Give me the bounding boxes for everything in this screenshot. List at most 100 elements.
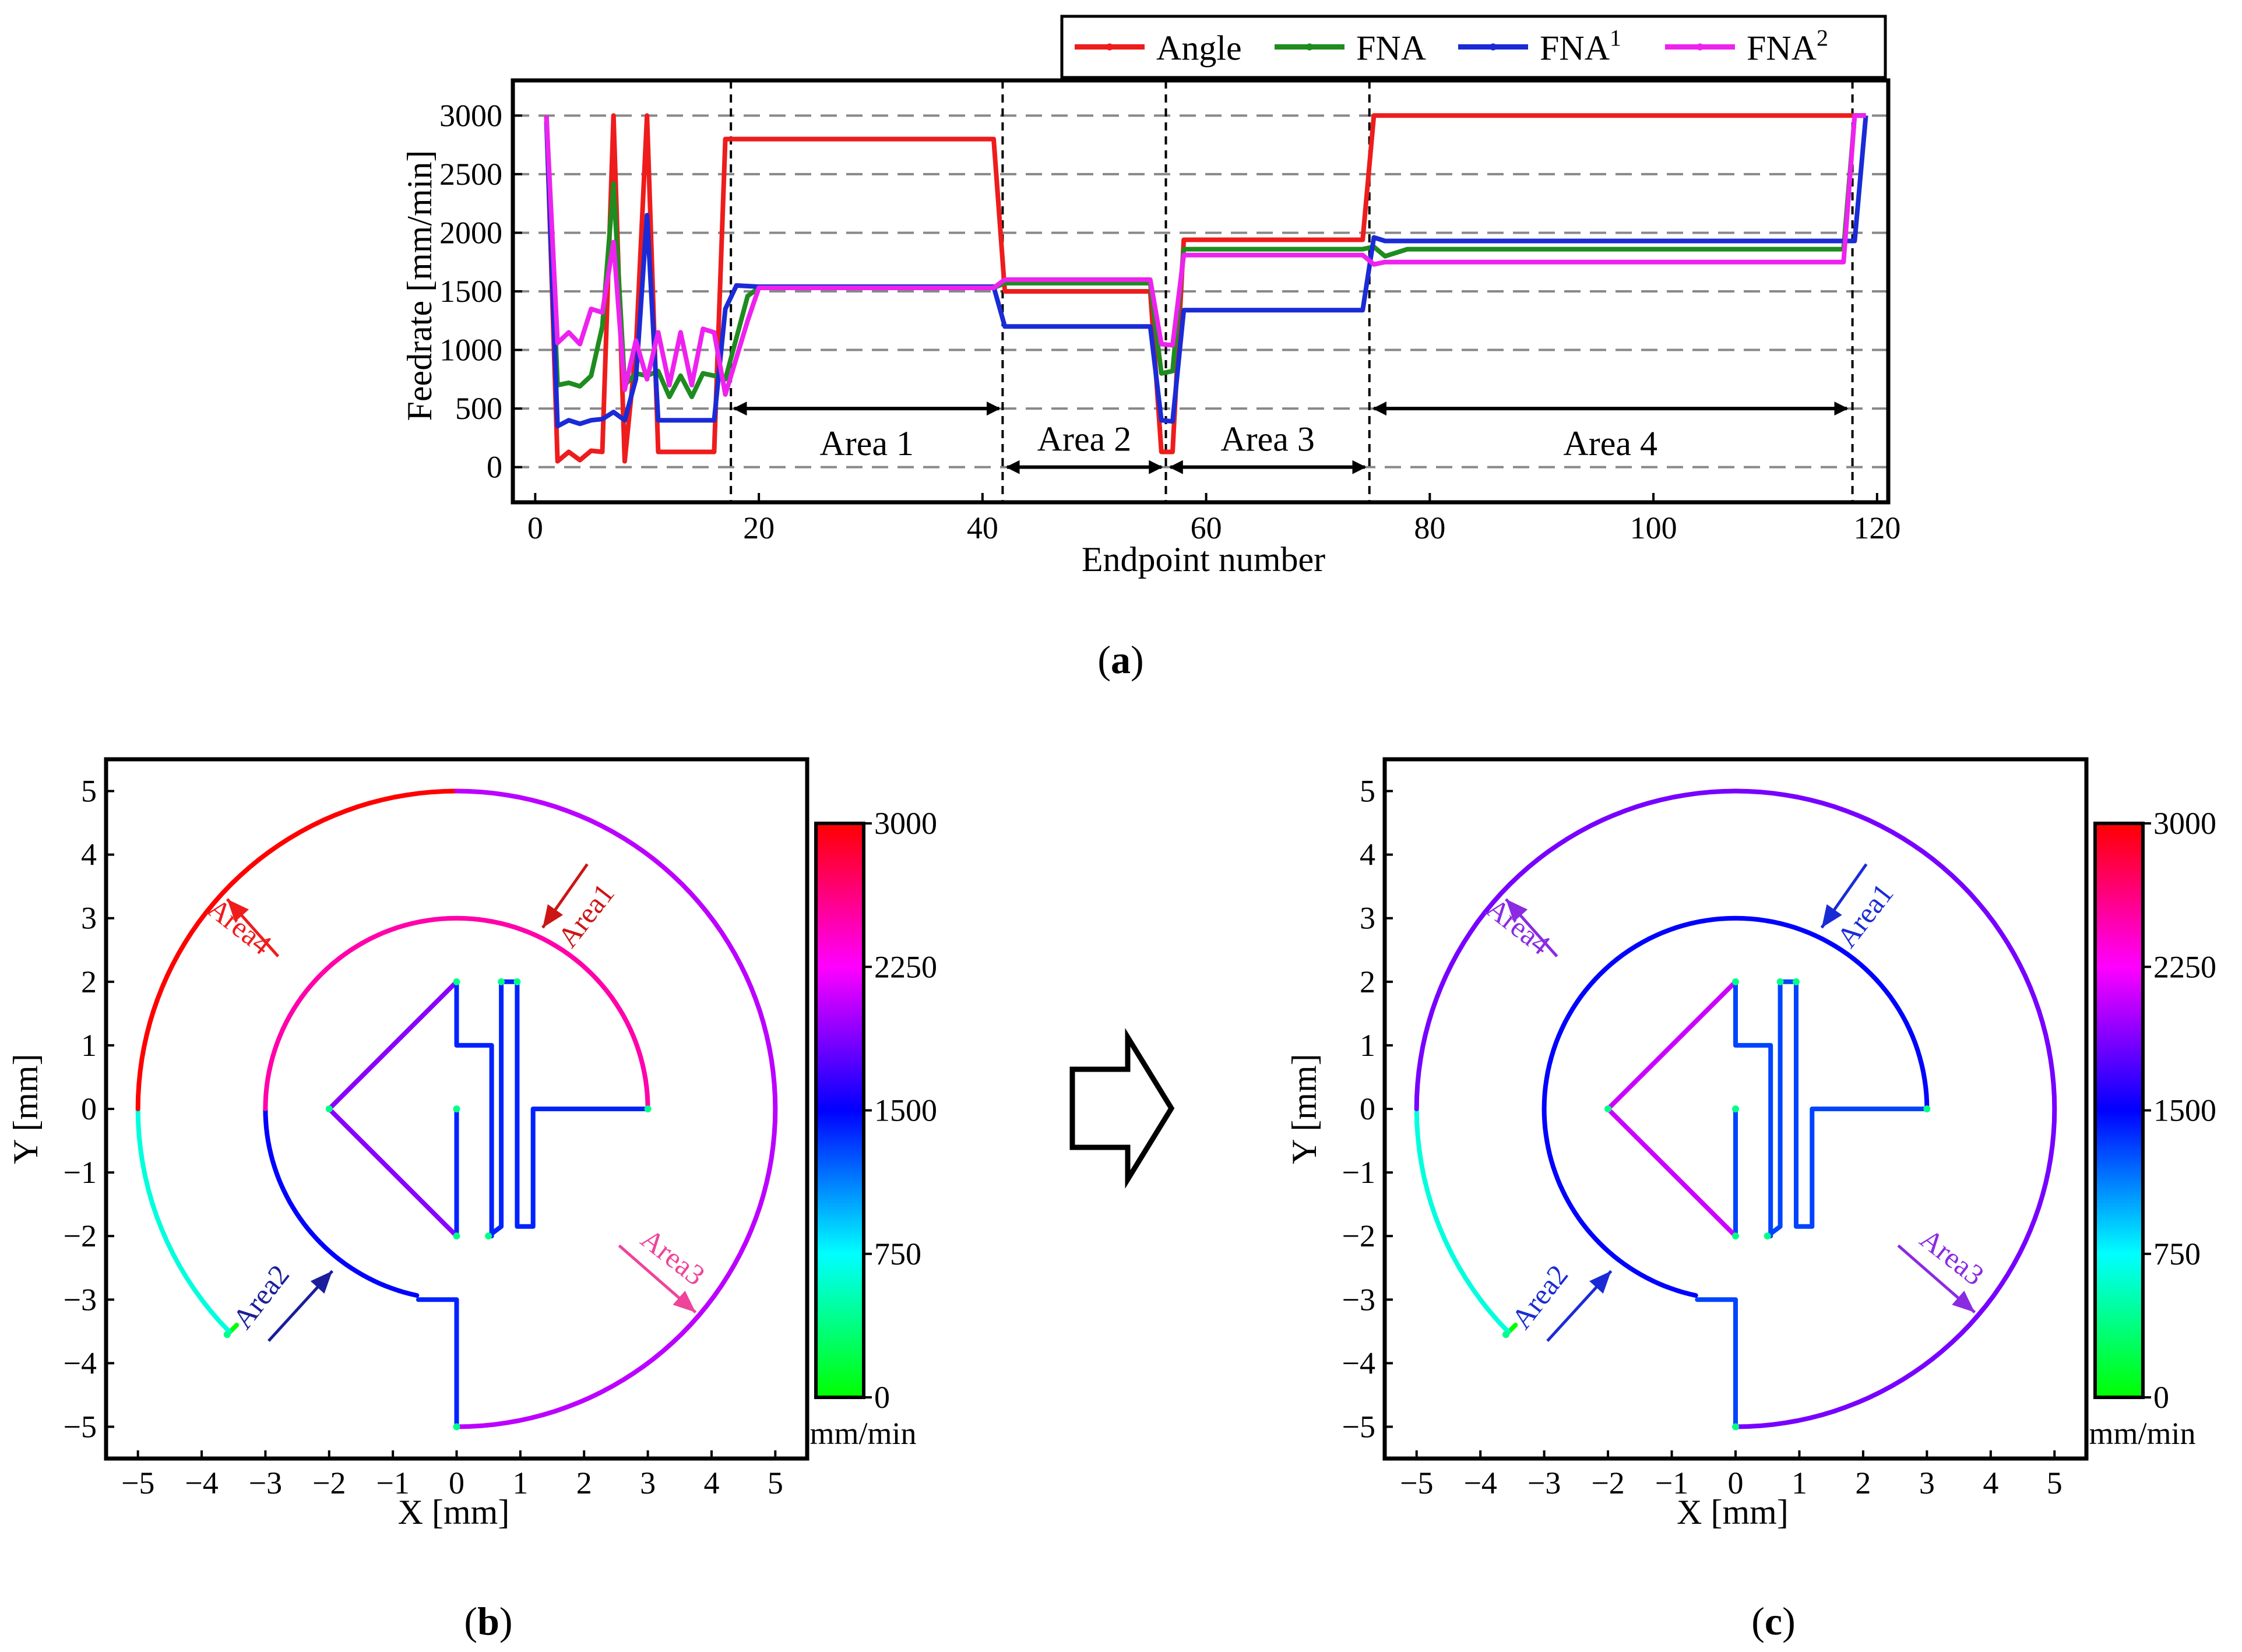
- toolpath-inner-area2: [1541, 1107, 1698, 1298]
- colorbar-tick-label: 2250: [2153, 949, 2216, 984]
- y-tick-label: −3: [1342, 1282, 1375, 1317]
- y-tick-label: 0: [1360, 1091, 1375, 1126]
- panel-b-colorbar: 0 750 1500 2250 3000 mm/min: [809, 806, 937, 1451]
- y-tick-label: −5: [64, 1409, 97, 1444]
- y-tick-label: 3000: [439, 98, 502, 133]
- x-tick-label: 3: [640, 1466, 656, 1500]
- area-arrow-head: [310, 1271, 333, 1294]
- x-tick-label: 0: [1728, 1466, 1744, 1500]
- panel-a-feedrate-chart: Area 1 Area 2 Area 3 Area 4 0 20 40 60 80 100 120…: [400, 15, 1900, 579]
- toolpath-center-step: [454, 979, 494, 1239]
- y-tick-label: −2: [1342, 1218, 1375, 1253]
- colorbar-gradient: [2093, 822, 2145, 1399]
- toolpath-outer-area3: [454, 788, 778, 1429]
- y-tick-label: 3: [1360, 901, 1375, 936]
- toolpath-node: [325, 1105, 333, 1112]
- caption-a: (a): [1097, 637, 1143, 682]
- panel-c-ticks: −5 −4 −3 −2 −1 0 1 2 3 4 5 −5 −4 −3 −2 −1 0 1 2 3 4 5: [1342, 774, 2063, 1500]
- toolpath-node: [644, 1105, 652, 1112]
- colorbar-tick-label: 3000: [2153, 806, 2216, 841]
- a-y-axis-label: Feedrate [mm/min]: [400, 150, 439, 421]
- panel-b-x-axis-label: X [mm]: [398, 1493, 510, 1531]
- toolpath-triangle: [326, 979, 459, 1239]
- y-tick-label: 500: [455, 391, 502, 426]
- y-tick-label: −2: [64, 1218, 97, 1253]
- toolpath-triangle: [1606, 979, 1738, 1239]
- a-x-axis-label: Endpoint number: [1082, 540, 1325, 579]
- area-span-label: Area 1: [819, 424, 914, 463]
- toolpath-center-zigzag: [1765, 979, 1930, 1239]
- toolpath-outer-lead: [1414, 1107, 1511, 1334]
- area-arrow-head: [673, 1291, 696, 1313]
- y-tick-label: −3: [64, 1282, 97, 1317]
- toolpath-inner-area1b: [1733, 915, 1930, 1111]
- y-tick-label: −5: [1342, 1409, 1375, 1444]
- hollow-right-arrow-icon: [1069, 1028, 1175, 1189]
- toolpath-node: [1764, 1232, 1771, 1240]
- a-y-ticks: 0 500 1000 1500 2000 2500 3000: [439, 98, 522, 485]
- toolpath-node: [1732, 1232, 1739, 1240]
- x-tick-label: −2: [312, 1466, 346, 1500]
- panel-b-toolpath: [135, 788, 778, 1431]
- toolpath-node: [1923, 1105, 1931, 1112]
- toolpath-outer-area3: [1733, 788, 2057, 1429]
- colorbar-tick-label: 750: [874, 1237, 921, 1271]
- y-tick-label: 1: [81, 1028, 97, 1063]
- panel-c-y-axis-label: Y [mm]: [1285, 1054, 1324, 1164]
- legend-label: FNA: [1356, 29, 1426, 68]
- y-tick-label: 1000: [439, 333, 502, 368]
- x-tick-label: 0: [527, 510, 543, 545]
- area-arrow-head: [1952, 1291, 1975, 1313]
- colorbar-tick-label: 1500: [874, 1093, 937, 1128]
- toolpath-node: [223, 1331, 231, 1338]
- x-tick-label: −4: [1463, 1466, 1497, 1500]
- x-tick-label: 0: [449, 1466, 464, 1500]
- x-tick-label: 4: [703, 1466, 719, 1500]
- toolpath-node: [498, 978, 505, 985]
- legend-marker: [1697, 43, 1704, 51]
- x-tick-label: 1: [512, 1466, 528, 1500]
- colorbar-tick-label: 0: [2153, 1380, 2169, 1415]
- y-tick-label: 0: [487, 450, 502, 485]
- x-tick-label: 3: [1919, 1466, 1935, 1500]
- colorbar-tick-label: 750: [2153, 1237, 2201, 1271]
- toolpath-center-step: [1733, 979, 1773, 1239]
- colorbar-unit-label: mm/min: [2089, 1416, 2195, 1451]
- x-tick-label: −3: [249, 1466, 282, 1500]
- toolpath-inner-area2: [263, 1107, 420, 1298]
- y-tick-label: 5: [1360, 774, 1375, 809]
- toolpath-outer-area4: [135, 788, 459, 1111]
- panel-c-toolpath: [1414, 788, 2057, 1431]
- toolpath-node: [1792, 978, 1800, 985]
- area-arrow-head: [1505, 899, 1528, 922]
- x-tick-label: 80: [1414, 510, 1445, 545]
- a-x-ticks: 0 20 40 60 80 100 120: [527, 493, 1900, 545]
- toolpath-outer-lead: [135, 1107, 232, 1334]
- a-area-annotations: Area 1 Area 2 Area 3 Area 4: [733, 401, 1849, 474]
- x-tick-label: −3: [1527, 1466, 1561, 1500]
- x-tick-label: 5: [768, 1466, 783, 1500]
- legend-marker: [1106, 43, 1113, 51]
- x-tick-label: 60: [1191, 510, 1222, 545]
- series-line-fna1: [544, 115, 1868, 429]
- a-legend: Angle FNA FNA1 FNA2: [1060, 15, 1887, 79]
- y-tick-label: 0: [81, 1091, 97, 1126]
- caption-b: (b): [464, 1599, 512, 1643]
- x-tick-label: 2: [1855, 1466, 1871, 1500]
- toolpath-node: [453, 1423, 460, 1431]
- area-arrow-label: Area3: [635, 1222, 711, 1291]
- y-tick-label: 4: [81, 837, 97, 872]
- y-tick-label: 2000: [439, 215, 502, 250]
- toolpath-node: [453, 978, 460, 985]
- legend-label: Angle: [1156, 29, 1242, 68]
- colorbar-unit-label: mm/min: [809, 1416, 916, 1451]
- toolpath-node: [1732, 1423, 1739, 1431]
- toolpath-inner-area1a: [1541, 915, 1738, 1111]
- x-tick-label: −2: [1591, 1466, 1624, 1500]
- toolpath-center-zigzag: [486, 979, 650, 1239]
- toolpath-node: [1732, 978, 1739, 985]
- area-arrow-label: Area4: [202, 892, 278, 961]
